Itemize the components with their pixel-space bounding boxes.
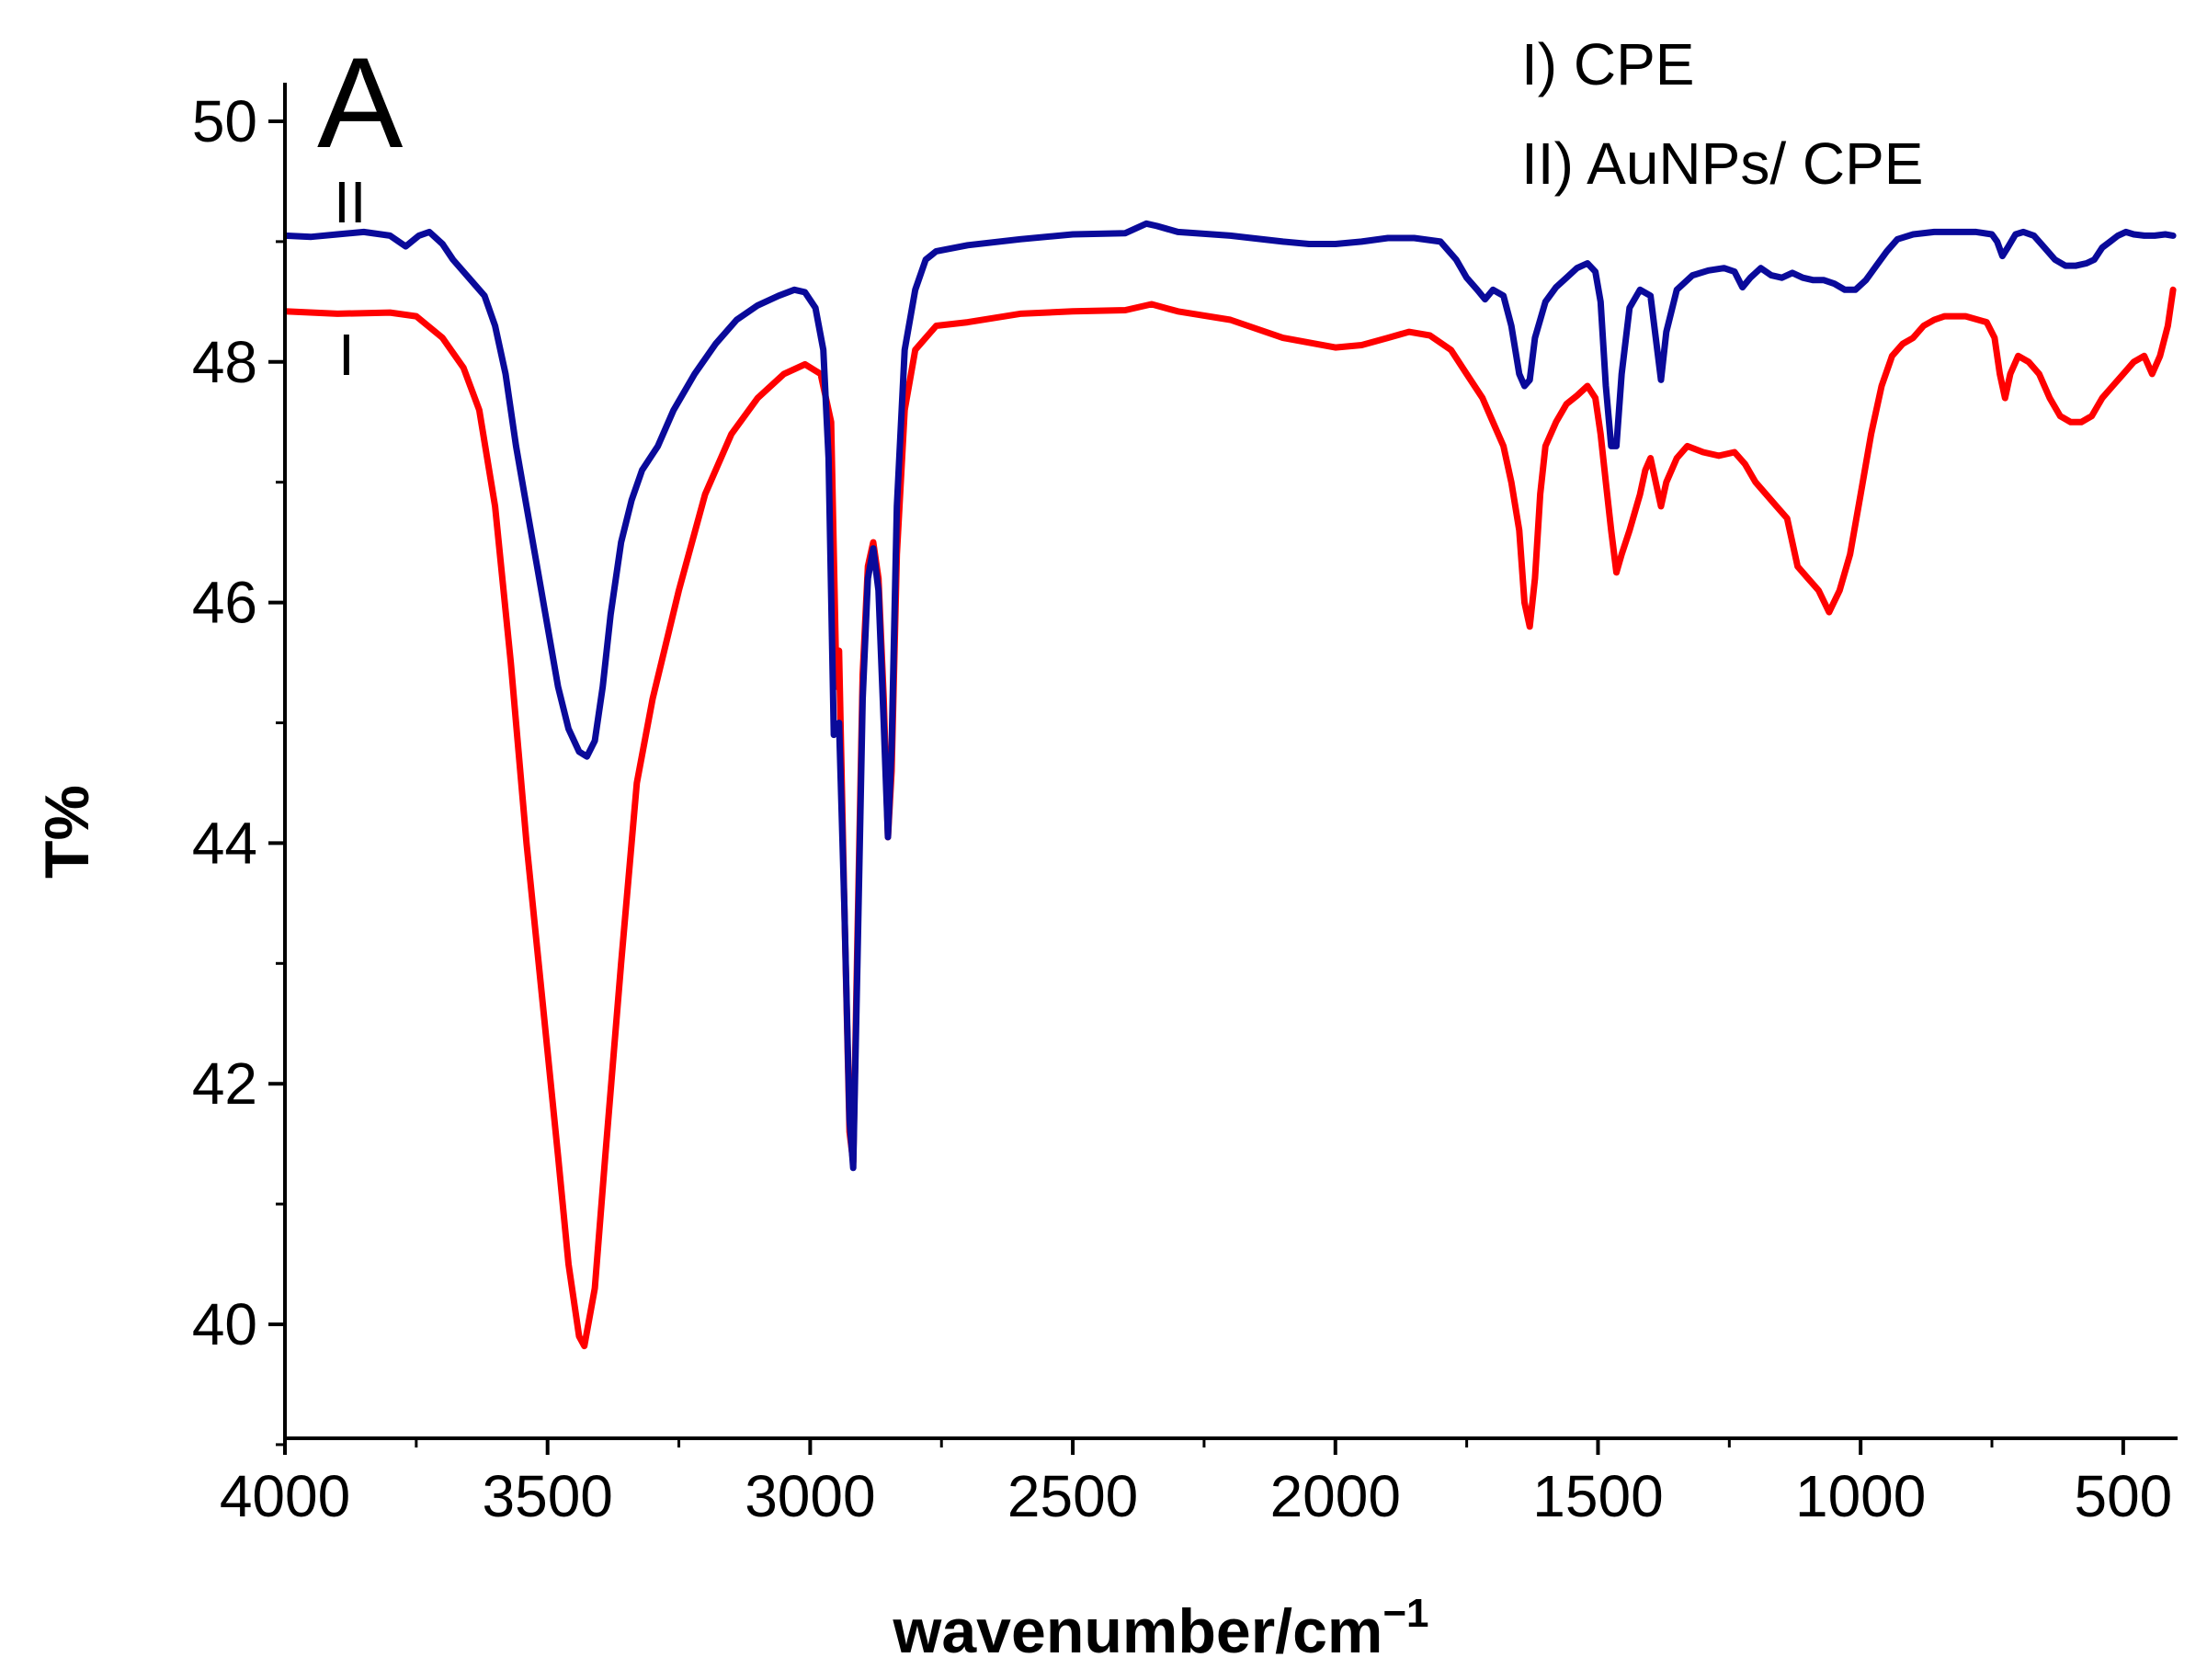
y-tick-label-40: 40: [192, 1291, 257, 1357]
curve-label-2: II: [334, 169, 367, 235]
x-tick-label-500: 500: [2074, 1463, 2172, 1529]
y-tick-label-42: 42: [192, 1050, 257, 1117]
panel-label: A: [317, 30, 404, 175]
x-tick-label-4000: 4000: [220, 1463, 350, 1529]
x-tick-label-2000: 2000: [1270, 1463, 1401, 1529]
curve-label-1: I: [338, 322, 355, 388]
y-tick-label-44: 44: [192, 810, 257, 876]
x-tick-label-2500: 2500: [1007, 1463, 1138, 1529]
series-layer: [285, 220, 2177, 1350]
y-tick-label-50: 50: [192, 88, 257, 154]
x-axis-title: wavenumber/cm−1: [892, 1591, 1428, 1666]
x-tick-label-1000: 1000: [1795, 1463, 1926, 1529]
series-line-1: [285, 286, 2177, 1350]
x-tick-label-1500: 1500: [1532, 1463, 1663, 1529]
x-axis-title-superscript: −1: [1382, 1591, 1428, 1636]
y-tick-label-48: 48: [192, 329, 257, 395]
y-axis-title: T%: [32, 785, 102, 879]
x-axis-title-main: wavenumber/cm: [892, 1596, 1382, 1666]
x-tick-label-3500: 3500: [483, 1463, 613, 1529]
series-line-2: [285, 220, 2177, 1172]
legend-entry-2: II) AuNPs/ CPE: [1521, 131, 1923, 197]
legend-entry-1: I) CPE: [1521, 31, 1694, 97]
x-tick-label-3000: 3000: [745, 1463, 875, 1529]
y-tick-label-46: 46: [192, 570, 257, 636]
ticks-layer: 4000 3500 3000 2500 2000 1500 1000 500 40 42 44 46 4…: [192, 88, 2172, 1529]
labels-layer: A I) CPE II) AuNPs/ CPE II I T% wavenumb…: [32, 30, 1923, 1666]
